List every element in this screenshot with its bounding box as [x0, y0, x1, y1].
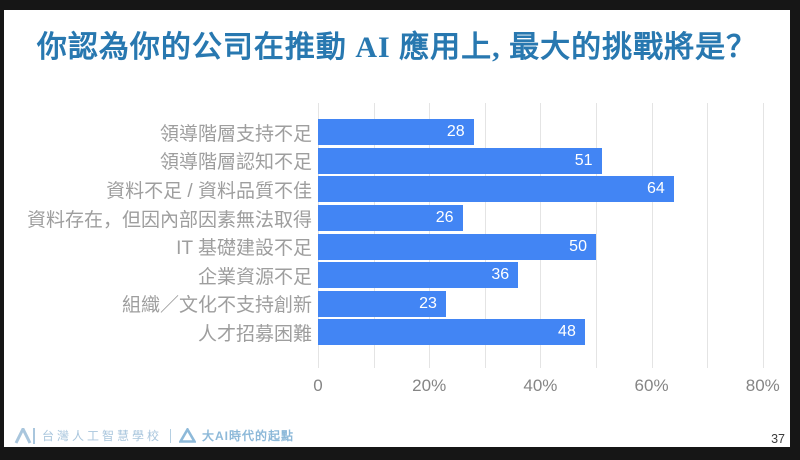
x-tick-label: 20% — [412, 376, 447, 395]
bar-value: 50 — [569, 237, 587, 255]
chart-row: 企業資源不足 36 — [4, 261, 785, 290]
bar-value: 64 — [647, 180, 665, 198]
bar-value: 23 — [419, 294, 437, 312]
chart-row: 人才招募困難 48 — [4, 318, 785, 347]
category-label: 人才招募困難 — [197, 323, 312, 345]
bar: 23 — [318, 290, 446, 317]
x-tick-label: 60% — [634, 376, 669, 395]
x-tick-label: 80% — [745, 376, 780, 395]
bar-value: 36 — [491, 266, 510, 284]
bar-value: 48 — [558, 323, 576, 341]
chart-row: 領導階層支持不足 28 — [4, 118, 785, 147]
bar-value: 28 — [446, 123, 465, 141]
chart-row: 組織／文化不支持創新 23 — [4, 290, 785, 319]
x-axis: 0 20% 40% 60% 80% — [313, 376, 785, 398]
footer-divider — [170, 428, 172, 443]
bar: 26 — [318, 205, 463, 232]
bar-value: 26 — [435, 209, 454, 227]
category-label: 資料不足 / 資料品質不佳 — [106, 180, 312, 202]
bar: 64 — [318, 176, 674, 203]
gridline — [762, 103, 764, 368]
slide-footer: 台灣人工智慧學校 大AI時代的起點 — [14, 427, 294, 444]
page-number: 37 — [771, 432, 785, 446]
category-label: 領導階層支持不足 — [159, 123, 312, 145]
category-label: 企業資源不足 — [197, 266, 312, 288]
chart-row: 領導階層認知不足 51 — [4, 147, 785, 176]
chart-row: 資料存在，但因內部因素無法取得 26 — [4, 204, 785, 233]
taiwan-ai-academy-logo-icon — [14, 427, 35, 444]
bar: 50 — [318, 233, 596, 260]
org-name: 台灣人工智慧學校 — [42, 429, 163, 443]
category-label: 領導階層認知不足 — [159, 152, 312, 174]
gridline — [651, 103, 653, 368]
bar: 36 — [318, 262, 519, 289]
chart-row: IT 基礎建設不足 50 — [4, 232, 785, 261]
bar: 28 — [318, 119, 474, 146]
ai-era-triangle-logo-icon — [179, 428, 197, 443]
bar-chart: 領導階層支持不足 28 領導階層認知不足 51 資料不足 / 資料品質不佳 64… — [4, 118, 785, 347]
category-label: IT 基礎建設不足 — [176, 238, 312, 260]
slide-title: 你認為你的公司在推動 AI 應用上, 最大的挑戰將是？ — [36, 31, 758, 64]
bar: 48 — [318, 319, 585, 346]
chart-row: 資料不足 / 資料品質不佳 64 — [4, 175, 785, 204]
x-tick-label: 40% — [523, 376, 558, 395]
bar: 51 — [318, 147, 602, 174]
gridline — [707, 103, 709, 368]
gridline — [595, 103, 597, 368]
presentation-slide: 你認為你的公司在推動 AI 應用上, 最大的挑戰將是？ 領導階層支持不足 28 … — [4, 10, 790, 447]
category-label: 組織／文化不支持創新 — [121, 295, 312, 317]
tagline: 大AI時代的起點 — [202, 429, 295, 443]
category-label: 資料存在，但因內部因素無法取得 — [26, 209, 312, 231]
x-tick-label: 0 — [313, 376, 323, 395]
bar-value: 51 — [574, 151, 593, 169]
